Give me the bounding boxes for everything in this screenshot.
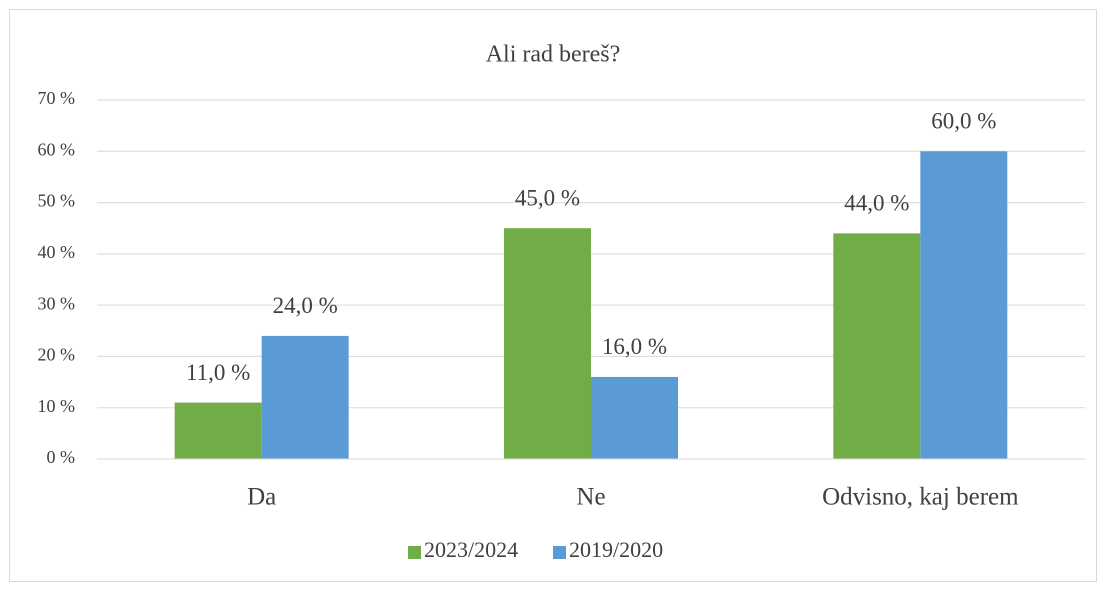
y-tick-label: 60 % (38, 139, 76, 159)
y-tick-label: 30 % (38, 293, 76, 313)
bar (504, 228, 591, 459)
bar (591, 376, 678, 459)
y-tick-label: 10 % (38, 396, 76, 416)
value-label: 24,0 % (273, 293, 338, 318)
value-label: 45,0 % (515, 185, 580, 210)
legend-swatch (553, 546, 566, 559)
bar (833, 233, 921, 459)
y-tick-label: 0 % (47, 447, 76, 467)
value-label: 60,0 % (931, 109, 996, 134)
chart-title: Ali rad bereš? (486, 42, 621, 68)
value-label: 16,0 % (602, 334, 667, 359)
value-label: 11,0 % (186, 360, 250, 385)
legend-label: 2019/2020 (569, 537, 663, 562)
bar (920, 151, 1008, 460)
y-tick-label: 20 % (38, 345, 76, 365)
x-tick-label: Ne (576, 484, 605, 511)
y-tick-label: 70 % (38, 88, 76, 108)
legend-swatch (408, 546, 421, 559)
bar (174, 402, 262, 459)
x-tick-label: Odvisno, kaj berem (822, 484, 1019, 511)
value-label: 44,0 % (844, 191, 909, 216)
y-tick-label: 50 % (38, 191, 76, 211)
bar (261, 335, 349, 459)
y-tick-label: 40 % (38, 242, 76, 262)
x-tick-label: Da (247, 484, 276, 511)
legend-label: 2023/2024 (424, 537, 518, 562)
